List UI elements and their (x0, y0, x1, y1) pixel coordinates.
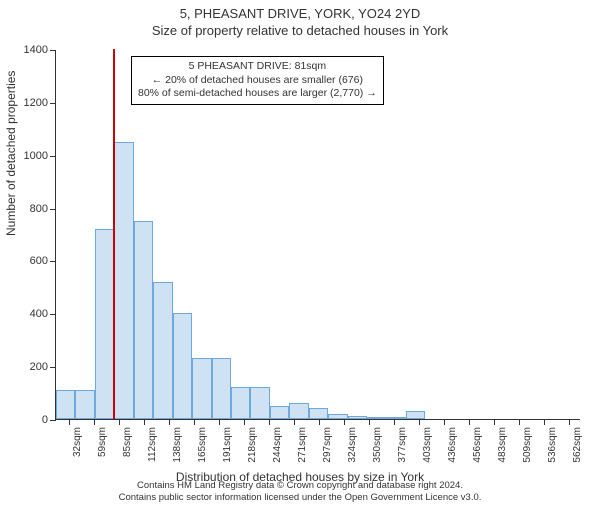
y-axis-label: Number of detached properties (4, 71, 18, 236)
x-tick-label: 324sqm (347, 427, 358, 463)
x-tick (269, 419, 270, 425)
x-tick (519, 419, 520, 425)
histogram-bar (250, 387, 269, 419)
histogram-bar (270, 406, 289, 419)
x-tick-label: 59sqm (97, 427, 108, 457)
x-tick (244, 419, 245, 425)
histogram-bar (153, 282, 172, 419)
info-box-line: ← 20% of detached houses are smaller (67… (138, 74, 377, 88)
y-tick-label: 1400 (24, 44, 48, 56)
y-tick-label: 1200 (24, 97, 48, 109)
footer-line-1: Contains HM Land Registry data © Crown c… (0, 480, 600, 492)
histogram-bar (231, 387, 250, 419)
histogram-bar (75, 390, 94, 419)
x-tick (169, 419, 170, 425)
x-tick (394, 419, 395, 425)
chart-title-main: 5, PHEASANT DRIVE, YORK, YO24 2YD (0, 6, 600, 21)
y-tick (50, 261, 56, 262)
y-tick-label: 0 (42, 414, 48, 426)
histogram-bar (387, 417, 406, 419)
x-tick (319, 419, 320, 425)
y-tick (50, 420, 56, 421)
x-tick-label: 112sqm (147, 427, 158, 462)
x-tick-label: 403sqm (422, 427, 433, 463)
x-tick-label: 85sqm (122, 427, 133, 457)
x-tick-label: 483sqm (497, 427, 508, 463)
x-tick-label: 244sqm (272, 427, 283, 463)
chart-title-sub: Size of property relative to detached ho… (0, 23, 600, 38)
info-box-line: 80% of semi-detached houses are larger (… (138, 87, 377, 101)
x-tick-label: 562sqm (572, 427, 583, 463)
histogram-bar (348, 416, 367, 419)
x-tick-label: 271sqm (297, 427, 308, 463)
x-tick-label: 218sqm (247, 427, 258, 463)
histogram-bar (289, 403, 308, 419)
x-tick-label: 350sqm (372, 427, 383, 463)
histogram-bar (56, 390, 75, 419)
histogram-bar (95, 229, 114, 419)
x-tick-label: 436sqm (447, 427, 458, 463)
histogram-bar (192, 358, 211, 419)
histogram-bar (134, 221, 153, 419)
x-tick (194, 419, 195, 425)
info-box-line: 5 PHEASANT DRIVE: 81sqm (138, 60, 377, 74)
x-tick (219, 419, 220, 425)
histogram-bar (114, 142, 133, 420)
x-tick-label: 165sqm (197, 427, 208, 463)
x-tick (294, 419, 295, 425)
y-tick (50, 209, 56, 210)
y-tick (50, 50, 56, 51)
histogram-bar (309, 408, 328, 419)
histogram-bar (173, 313, 192, 419)
x-tick (344, 419, 345, 425)
x-tick-label: 32sqm (72, 427, 83, 457)
y-tick (50, 103, 56, 104)
x-tick-label: 377sqm (397, 427, 408, 463)
x-tick (494, 419, 495, 425)
histogram-bar (406, 411, 425, 419)
x-tick-label: 191sqm (222, 427, 233, 463)
x-tick (119, 419, 120, 425)
x-tick-label: 536sqm (547, 427, 558, 463)
x-tick (69, 419, 70, 425)
y-tick (50, 314, 56, 315)
property-marker-line (113, 49, 115, 419)
x-tick (419, 419, 420, 425)
y-tick (50, 367, 56, 368)
x-tick-label: 138sqm (172, 427, 183, 463)
y-tick-label: 400 (30, 308, 48, 320)
x-tick (569, 419, 570, 425)
x-tick (144, 419, 145, 425)
y-tick (50, 156, 56, 157)
x-tick (94, 419, 95, 425)
y-tick-label: 800 (30, 203, 48, 215)
histogram-bar (367, 417, 386, 419)
x-tick (544, 419, 545, 425)
chart-area: 020040060080010001200140032sqm59sqm85sqm… (55, 50, 580, 420)
x-tick-label: 297sqm (322, 427, 333, 463)
x-tick-label: 509sqm (522, 427, 533, 463)
info-box: 5 PHEASANT DRIVE: 81sqm← 20% of detached… (131, 56, 384, 105)
x-tick (469, 419, 470, 425)
y-tick-label: 600 (30, 255, 48, 267)
footer-line-2: Contains public sector information licen… (0, 492, 600, 504)
x-tick (444, 419, 445, 425)
footer-attribution: Contains HM Land Registry data © Crown c… (0, 480, 600, 504)
y-tick-label: 1000 (24, 150, 48, 162)
x-tick-label: 456sqm (472, 427, 483, 463)
histogram-bar (212, 358, 231, 419)
x-tick (369, 419, 370, 425)
histogram-bar (328, 414, 347, 419)
y-tick-label: 200 (30, 361, 48, 373)
plot-area: 020040060080010001200140032sqm59sqm85sqm… (55, 50, 580, 420)
